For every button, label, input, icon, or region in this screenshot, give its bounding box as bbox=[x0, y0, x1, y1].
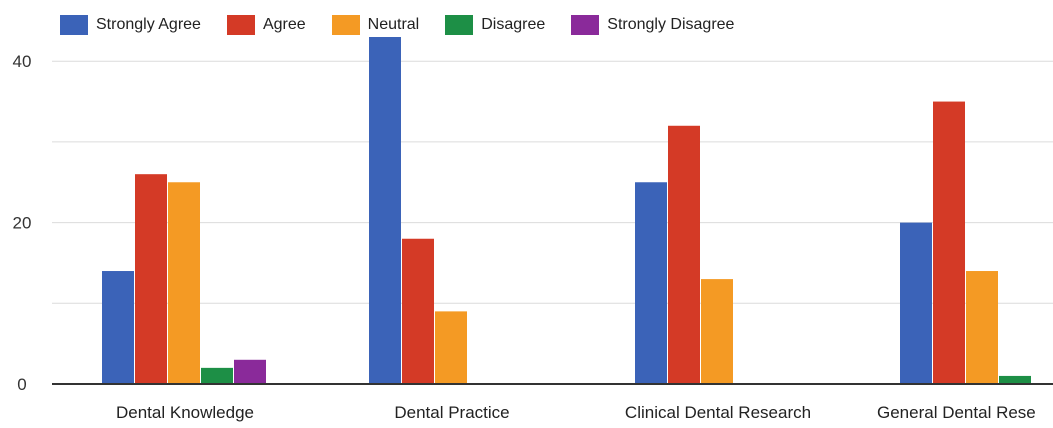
legend-label-strongly-agree: Strongly Agree bbox=[96, 16, 201, 33]
legend-label-neutral: Neutral bbox=[367, 16, 420, 33]
bar[interactable] bbox=[966, 271, 998, 384]
y-tick-label: 0 bbox=[17, 375, 26, 394]
legend-swatch-neutral bbox=[331, 15, 360, 35]
bar[interactable] bbox=[102, 271, 134, 384]
bar[interactable] bbox=[234, 359, 266, 384]
bar[interactable] bbox=[701, 279, 733, 384]
legend-swatch-strongly-agree bbox=[60, 15, 88, 35]
legend: Strongly Agree Agree Neutral Disagree St… bbox=[60, 12, 760, 38]
legend-item-neutral[interactable]: Neutral bbox=[331, 15, 420, 35]
legend-label-disagree: Disagree bbox=[481, 16, 546, 33]
bar[interactable] bbox=[435, 311, 467, 384]
bar[interactable] bbox=[402, 238, 434, 384]
legend-item-agree[interactable]: Agree bbox=[226, 15, 306, 35]
category-label: Dental Knowledge bbox=[116, 403, 254, 422]
bar[interactable] bbox=[168, 182, 200, 384]
bar[interactable] bbox=[201, 367, 233, 384]
bar[interactable] bbox=[668, 125, 700, 384]
category-label: General Dental Rese bbox=[877, 403, 1036, 422]
category-label: Dental Practice bbox=[394, 403, 509, 422]
y-tick-label: 20 bbox=[13, 214, 32, 233]
legend-item-strongly-agree[interactable]: Strongly Agree bbox=[60, 15, 201, 35]
legend-swatch-disagree bbox=[445, 15, 474, 35]
bar[interactable] bbox=[369, 37, 401, 384]
bar[interactable] bbox=[933, 101, 965, 384]
axes: 0 20 40 Dental Knowledge Dental Practice Clin… bbox=[13, 52, 1053, 422]
legend-swatch-agree bbox=[226, 15, 255, 35]
bar[interactable] bbox=[900, 222, 932, 384]
bar[interactable] bbox=[635, 182, 667, 384]
legend-item-strongly-disagree[interactable]: Strongly Disagree bbox=[571, 15, 734, 35]
gridlines bbox=[52, 60, 1053, 304]
legend-label-agree: Agree bbox=[262, 16, 306, 33]
bars bbox=[102, 37, 1031, 384]
bar[interactable] bbox=[135, 174, 167, 384]
y-tick-label: 40 bbox=[13, 52, 32, 71]
category-label: Clinical Dental Research bbox=[625, 403, 811, 422]
legend-swatch-strongly-disagree bbox=[571, 15, 600, 35]
bar[interactable] bbox=[999, 375, 1031, 384]
legend-label-strongly-disagree: Strongly Disagree bbox=[607, 16, 735, 33]
legend-item-disagree[interactable]: Disagree bbox=[445, 15, 545, 35]
